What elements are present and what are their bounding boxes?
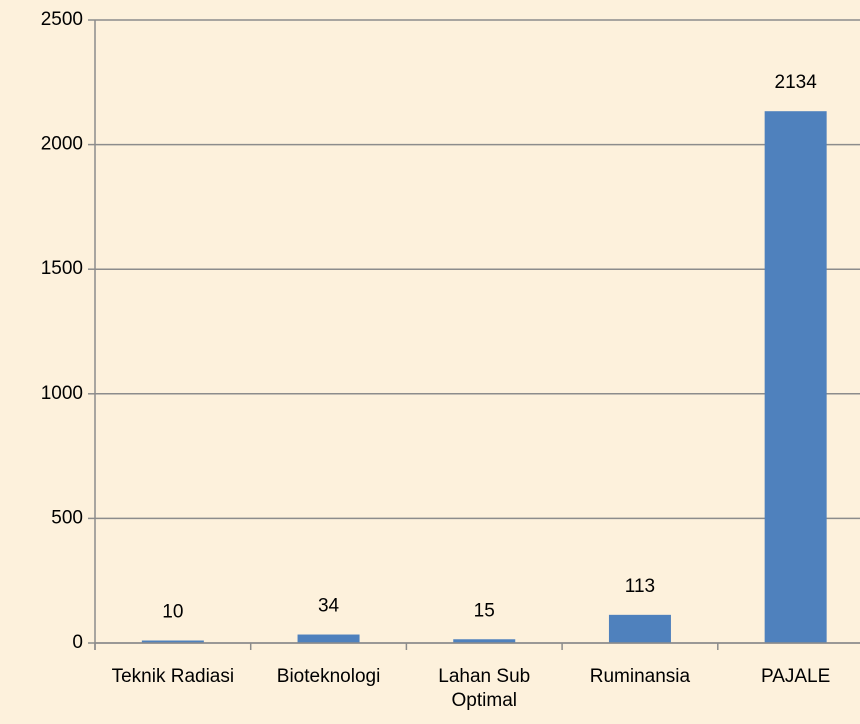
y-tick-label: 1000 bbox=[41, 383, 83, 404]
data-label: 34 bbox=[318, 596, 340, 617]
data-label: 113 bbox=[625, 576, 655, 597]
x-tick-label: Bioteknologi bbox=[276, 666, 381, 687]
y-tick-label: 2000 bbox=[41, 134, 83, 155]
y-tick-label: 500 bbox=[51, 507, 83, 528]
bar bbox=[297, 634, 360, 643]
bar bbox=[453, 639, 516, 643]
x-tick-label: Lahan Sub Optimal bbox=[438, 666, 531, 711]
bar bbox=[141, 640, 204, 643]
y-tick-label: 2500 bbox=[41, 9, 83, 30]
x-tick-label: Teknik Radiasi bbox=[111, 666, 235, 687]
data-label: 2134 bbox=[775, 72, 818, 93]
x-tick-label: PAJALE bbox=[760, 666, 831, 687]
y-tick-label: 1500 bbox=[41, 258, 83, 279]
bar bbox=[608, 614, 671, 643]
x-tick-label: Ruminansia bbox=[589, 666, 691, 687]
data-label: 10 bbox=[162, 602, 183, 623]
y-tick-label: 0 bbox=[72, 632, 83, 653]
bar bbox=[764, 111, 827, 643]
data-label: 15 bbox=[474, 600, 495, 621]
